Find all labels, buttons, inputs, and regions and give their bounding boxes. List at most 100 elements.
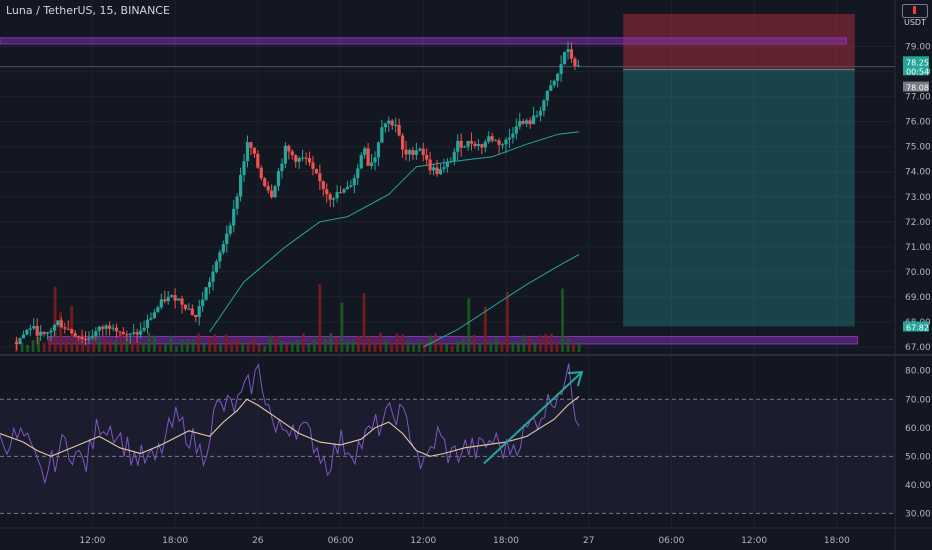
candle-body [42,331,46,334]
stop-loss-zone [623,14,855,70]
candle-body [238,175,243,197]
volume-bar [37,336,41,352]
volume-bar [136,342,140,352]
candle-body [452,151,456,162]
candle-body [266,186,270,191]
candle-body [197,306,201,317]
volume-bar [522,335,526,352]
volume-bar [373,338,377,352]
volume-bar [544,333,548,352]
rsi-tick-label: 60.00 [905,424,931,434]
volume-bar [268,335,272,352]
candle-body [242,161,246,176]
candle-body [108,325,112,329]
candle-body [473,143,477,146]
volume-bar [64,338,68,352]
volume-bar [147,332,151,352]
volume-bars [15,284,581,352]
candle-body [211,271,215,282]
candle-body [394,124,398,126]
candle-body [18,338,22,345]
volume-bar [318,284,322,352]
volume-bar [401,334,404,352]
volume-bar [202,343,206,352]
volume-bar [180,339,184,352]
volume-bar [103,336,107,352]
volume-bar [97,337,101,352]
currency-badge[interactable]: USDT [902,4,928,27]
candle-body [463,146,467,148]
candle-body [459,140,463,148]
volume-bar [191,339,195,352]
volume-bar [439,342,443,352]
candle-body [28,328,32,330]
candle-body [442,167,446,169]
volume-bar [301,333,305,352]
rsi-tick-label: 50.00 [905,452,931,462]
candle-body [259,167,263,179]
volume-bar [478,343,482,352]
candle-body [483,141,487,148]
volume-bar [395,333,399,352]
candle-body [376,142,381,158]
candle-body [387,120,391,124]
candle-body [518,120,522,127]
volume-bar [208,336,211,352]
volume-bar [164,342,167,352]
candle-body [480,144,484,148]
candle-body [94,331,98,337]
candle-body [252,147,256,154]
volume-bar [31,340,35,352]
candle-body [490,136,494,141]
price-tick-label: 74.00 [905,168,931,178]
candle-body [232,208,236,226]
volume-bar [59,312,63,352]
volume-bar [108,339,112,352]
volume-bar [555,342,559,352]
candle-body [166,296,170,302]
volume-bar [86,344,90,352]
volume-bar [213,334,217,352]
candle-body [214,261,219,272]
volume-bar [489,341,493,352]
candle-body [311,162,315,169]
candle-body [59,320,63,328]
price-zones [0,14,895,345]
candle-body [511,133,515,138]
volume-bar [119,332,123,352]
candle-body [235,196,239,209]
price-tick-label: 69.00 [905,293,931,303]
candle-body [225,233,229,245]
candle-body [152,312,157,319]
candle-body [359,154,363,169]
volume-bar [252,337,256,352]
candle-body [80,337,84,340]
candle-body [342,189,346,193]
candle-body [559,64,563,74]
volume-bar [390,342,393,352]
candle-body [545,90,549,101]
volume-bar [246,344,250,352]
volume-bar [357,335,360,352]
candle-body [421,148,425,155]
time-tick-label: 06:00 [658,536,684,546]
price-tick-label: 71.00 [905,243,931,253]
volume-bar [335,337,338,352]
candle-body [176,298,181,301]
candle-body [276,171,281,187]
candle-body [307,158,312,163]
trend-arrow [483,371,583,465]
rsi-tick-label: 70.00 [905,395,931,405]
volume-bar [235,339,239,352]
candle-body [45,332,50,334]
rsi-tick-label: 80.00 [905,367,931,377]
candle-body [35,326,39,336]
candle-body [432,167,436,171]
candle-body [363,148,367,155]
candle-body [101,326,105,329]
volume-bar [285,344,289,352]
chart-title: Luna / TetherUS, 15, BINANCE [6,4,170,17]
candle-body [125,334,129,336]
